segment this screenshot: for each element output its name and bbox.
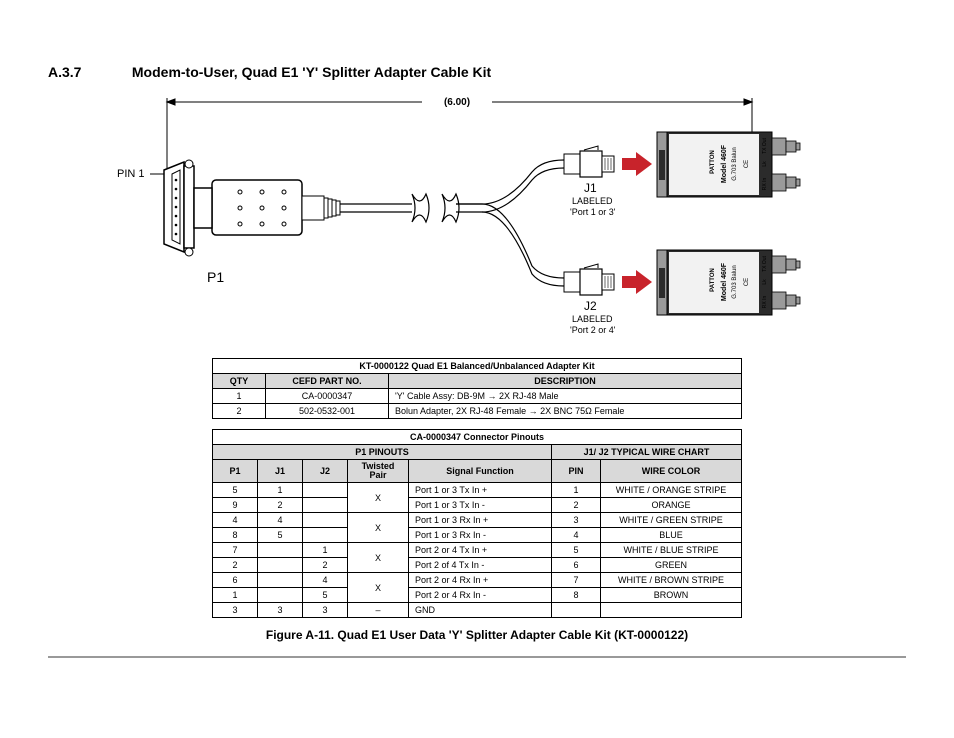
- svg-text:RX In: RX In: [762, 178, 768, 191]
- pinout-left-head: P1 PINOUTS: [213, 445, 552, 460]
- table-row: 92Port 1 or 3 Tx In -2ORANGE: [213, 498, 742, 513]
- svg-text:Lk: Lk: [762, 279, 768, 285]
- j1-label: J1: [584, 181, 597, 195]
- dim-label: (6.00): [444, 97, 470, 108]
- figure-caption: Figure A-11. Quad E1 User Data 'Y' Split…: [48, 628, 906, 642]
- svg-text:PATTON: PATTON: [710, 150, 716, 174]
- kit-h-qty: QTY: [213, 374, 266, 389]
- j1-labeled: LABELED: [572, 196, 613, 206]
- kit-table: KT-0000122 Quad E1 Balanced/Unbalanced A…: [212, 358, 742, 419]
- table-row: 64XPort 2 or 4 Rx In +7WHITE / BROWN STR…: [213, 573, 742, 588]
- pinout-right-head: J1/ J2 TYPICAL WIRE CHART: [552, 445, 742, 460]
- table-row: 44XPort 1 or 3 Rx In +3WHITE / GREEN STR…: [213, 513, 742, 528]
- footer-rule: [48, 656, 906, 658]
- pinout-title: CA-0000347 Connector Pinouts: [213, 430, 742, 445]
- cable-overmold: [194, 180, 340, 235]
- table-row: 22Port 2 of 4 Tx In -6GREEN: [213, 558, 742, 573]
- table-row: 333–GND: [213, 603, 742, 618]
- table-row: 51XPort 1 or 3 Tx In +1WHITE / ORANGE ST…: [213, 483, 742, 498]
- balun-1: PATTON Model 460F G.703 Balun CE TX Out …: [657, 132, 800, 197]
- svg-text:CE: CE: [744, 160, 750, 168]
- table-row: 71XPort 2 or 4 Tx In +5WHITE / BLUE STRI…: [213, 543, 742, 558]
- svg-text:G.703 Balun: G.703 Balun: [732, 265, 738, 298]
- heading-title: Modem-to-User, Quad E1 'Y' Splitter Adap…: [132, 64, 491, 80]
- section-heading: A.3.7 Modem-to-User, Quad E1 'Y' Splitte…: [48, 64, 906, 80]
- db9-connector: [164, 160, 194, 256]
- svg-text:Lk: Lk: [762, 161, 768, 167]
- j2-label: J2: [584, 299, 597, 313]
- cable-diagram: (6.00) PIN 1: [112, 92, 842, 352]
- kit-h-part: CEFD PART NO.: [266, 374, 389, 389]
- svg-text:PATTON: PATTON: [710, 268, 716, 292]
- table-row: 15Port 2 or 4 Rx In -8BROWN: [213, 588, 742, 603]
- kit-title: KT-0000122 Quad E1 Balanced/Unbalanced A…: [213, 359, 742, 374]
- table-row: 85Port 1 or 3 Rx In -4BLUE: [213, 528, 742, 543]
- svg-text:G.703 Balun: G.703 Balun: [732, 147, 738, 180]
- svg-text:TX Out: TX Out: [762, 137, 768, 153]
- balun-2: PATTON Model 460F G.703 Balun CE TX Out …: [657, 250, 800, 315]
- j1-port: 'Port 1 or 3': [570, 207, 616, 217]
- pin1-label: PIN 1: [117, 168, 145, 180]
- j2-port: 'Port 2 or 4': [570, 325, 616, 335]
- p1-label: P1: [207, 269, 224, 285]
- arrow-icon: [622, 152, 652, 294]
- page: A.3.7 Modem-to-User, Quad E1 'Y' Splitte…: [0, 0, 954, 738]
- kit-h-desc: DESCRIPTION: [389, 374, 742, 389]
- svg-text:Model 460F: Model 460F: [721, 262, 728, 301]
- svg-text:TX Out: TX Out: [762, 255, 768, 271]
- rj48-j1: [564, 146, 614, 177]
- rj48-j2: [564, 264, 614, 295]
- table-row: 2502-0532-001Bolun Adapter, 2X RJ-48 Fem…: [213, 404, 742, 419]
- pinout-table: CA-0000347 Connector Pinouts P1 PINOUTS …: [212, 429, 742, 618]
- svg-text:CE: CE: [744, 278, 750, 286]
- table-row: 1CA-0000347'Y' Cable Assy: DB-9M → 2X RJ…: [213, 389, 742, 404]
- svg-text:RX In: RX In: [762, 296, 768, 309]
- j2-labeled: LABELED: [572, 314, 613, 324]
- heading-number: A.3.7: [48, 64, 128, 80]
- svg-text:Model 460F: Model 460F: [721, 144, 728, 183]
